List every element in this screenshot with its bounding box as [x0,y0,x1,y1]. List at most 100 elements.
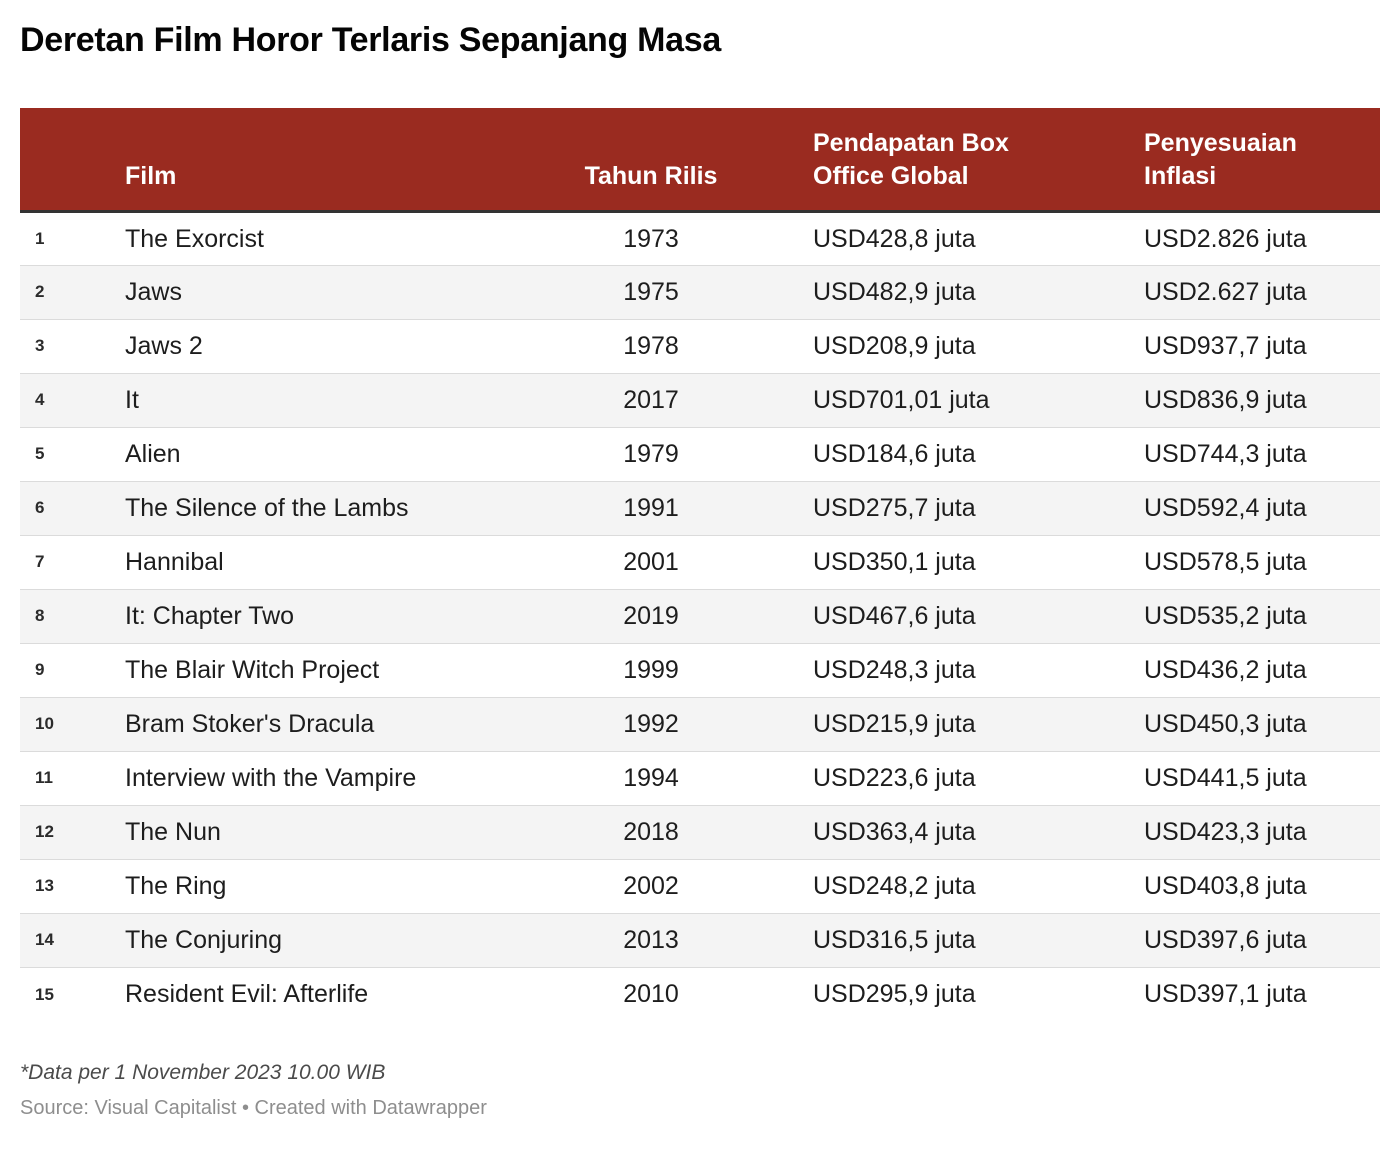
box-office-cell: USD316,5 juta [762,913,1132,968]
table-row: 14 The Conjuring 2013 USD316,5 juta USD397,6… [20,913,1380,968]
inflation-cell: USD2.826 juta [1144,224,1307,253]
table-row: 13 The Ring 2002 USD248,2 juta USD403,8 juta [20,859,1380,914]
footer: *Data per 1 November 2023 10.00 WIB Sour… [20,1059,1380,1121]
box-office-cell: USD248,2 juta [762,859,1132,914]
box-office-cell: USD208,9 juta [762,319,1132,374]
year-cell: 1999 [540,643,762,698]
box-office-cell: USD467,6 juta [762,589,1132,644]
rank-cell: 5 [20,427,125,482]
rank-cell: 13 [20,859,125,914]
rank-cell: 1 [35,228,45,248]
film-cell: Hannibal [125,535,540,590]
inflation-cell: USD744,3 juta [1132,427,1380,482]
table-row: 7 Hannibal 2001 USD350,1 juta USD578,5 juta [20,535,1380,590]
inflation-cell: USD937,7 juta [1132,319,1380,374]
table-row: 6 The Silence of the Lambs 1991 USD275,7 ju… [20,481,1380,536]
rank-cell: 7 [20,535,125,590]
year-cell: 2002 [540,859,762,914]
column-header-rank [20,107,125,214]
year-cell: 1973 [623,224,679,253]
table-header-row: Film Tahun Rilis Pendapatan Box Office G… [20,107,1380,214]
year-cell: 1978 [540,319,762,374]
film-cell: Bram Stoker's Dracula [125,697,540,752]
column-header-film: Film [125,107,540,214]
rank-cell: 9 [20,643,125,698]
column-header-box-office: Pendapatan Box Office Global [762,107,1132,214]
rank-cell: 3 [20,319,125,374]
film-cell: Alien [125,427,540,482]
box-office-cell: USD701,01 juta [762,373,1132,428]
rank-cell: 10 [20,697,125,752]
box-office-cell: USD184,6 juta [762,427,1132,482]
column-header-inflation: Penyesuaian Inflasi [1132,107,1380,214]
box-office-cell: USD350,1 juta [762,535,1132,590]
film-cell: Resident Evil: Afterlife [125,967,540,1022]
box-office-cell: USD482,9 juta [762,265,1132,320]
film-cell: The Blair Witch Project [125,643,540,698]
column-header-inflation-label: Penyesuaian Inflasi [1144,129,1297,191]
box-office-cell: USD215,9 juta [762,697,1132,752]
year-cell: 2001 [540,535,762,590]
source-line: Source: Visual Capitalist • Created with… [20,1097,487,1120]
film-cell: The Silence of the Lambs [125,481,540,536]
inflation-cell: USD450,3 juta [1132,697,1380,752]
year-cell: 2018 [540,805,762,860]
box-office-cell: USD275,7 juta [762,481,1132,536]
inflation-cell: USD441,5 juta [1132,751,1380,806]
table-row: 2 Jaws 1975 USD482,9 juta USD2.627 juta [20,265,1380,320]
inflation-cell: USD423,3 juta [1132,805,1380,860]
inflation-cell: USD397,1 juta [1132,967,1380,1022]
film-cell: The Exorcist [125,224,264,253]
page-title: Deretan Film Horor Terlaris Sepanjang Ma… [20,21,721,59]
rank-cell: 11 [20,751,125,806]
table-row: 12 The Nun 2018 USD363,4 juta USD423,3 juta [20,805,1380,860]
column-header-film-label: Film [125,162,177,191]
column-header-box-office-label: Pendapatan Box Office Global [813,129,1009,191]
column-header-year-label: Tahun Rilis [584,162,718,191]
year-cell: 1992 [540,697,762,752]
table-row: 11 Interview with the Vampire 1994 USD223,6… [20,751,1380,806]
film-cell: Interview with the Vampire [125,751,540,806]
film-cell: The Nun [125,805,540,860]
film-cell: Jaws 2 [125,319,540,374]
year-cell: 2013 [540,913,762,968]
rank-cell: 6 [20,481,125,536]
table-row: 5 Alien 1979 USD184,6 juta USD744,3 juta [20,427,1380,482]
film-cell: It: Chapter Two [125,589,540,644]
year-cell: 2010 [540,967,762,1022]
table-row: 1 The Exorcist 1973 USD428,8 juta USD2.826 j… [20,212,1380,266]
rank-cell: 4 [20,373,125,428]
table-row: 10 Bram Stoker's Dracula 1992 USD215,9 juta… [20,697,1380,752]
inflation-cell: USD836,9 juta [1132,373,1380,428]
inflation-cell: USD397,6 juta [1132,913,1380,968]
year-cell: 2017 [540,373,762,428]
table-row: 3 Jaws 2 1978 USD208,9 juta USD937,7 juta [20,319,1380,374]
rank-cell: 2 [20,265,125,320]
horror-films-table: Film Tahun Rilis Pendapatan Box Office G… [20,107,1380,1022]
inflation-cell: USD578,5 juta [1132,535,1380,590]
rank-cell: 14 [20,913,125,968]
rank-cell: 12 [20,805,125,860]
box-office-cell: USD223,6 juta [762,751,1132,806]
rank-cell: 15 [20,967,125,1022]
film-cell: It [125,373,540,428]
year-cell: 1994 [540,751,762,806]
film-cell: The Ring [125,859,540,914]
rank-cell: 8 [20,589,125,644]
column-header-year: Tahun Rilis [540,107,762,214]
inflation-cell: USD436,2 juta [1132,643,1380,698]
inflation-cell: USD535,2 juta [1132,589,1380,644]
table-row: 8 It: Chapter Two 2019 USD467,6 juta USD535,… [20,589,1380,644]
table-row: 15 Resident Evil: Afterlife 2010 USD295,9 j… [20,967,1380,1022]
box-office-cell: USD428,8 juta [813,224,976,253]
table-row: 9 The Blair Witch Project 1999 USD248,3 jut… [20,643,1380,698]
year-cell: 1991 [540,481,762,536]
film-cell: The Conjuring [125,913,540,968]
table-body: 1 The Exorcist 1973 USD428,8 juta USD2.826 j… [20,212,1380,1022]
table-row: 4 It 2017 USD701,01 juta USD836,9 juta [20,373,1380,428]
inflation-cell: USD592,4 juta [1132,481,1380,536]
inflation-cell: USD2.627 juta [1132,265,1380,320]
inflation-cell: USD403,8 juta [1132,859,1380,914]
box-office-cell: USD248,3 juta [762,643,1132,698]
data-note: *Data per 1 November 2023 10.00 WIB [20,1060,386,1084]
